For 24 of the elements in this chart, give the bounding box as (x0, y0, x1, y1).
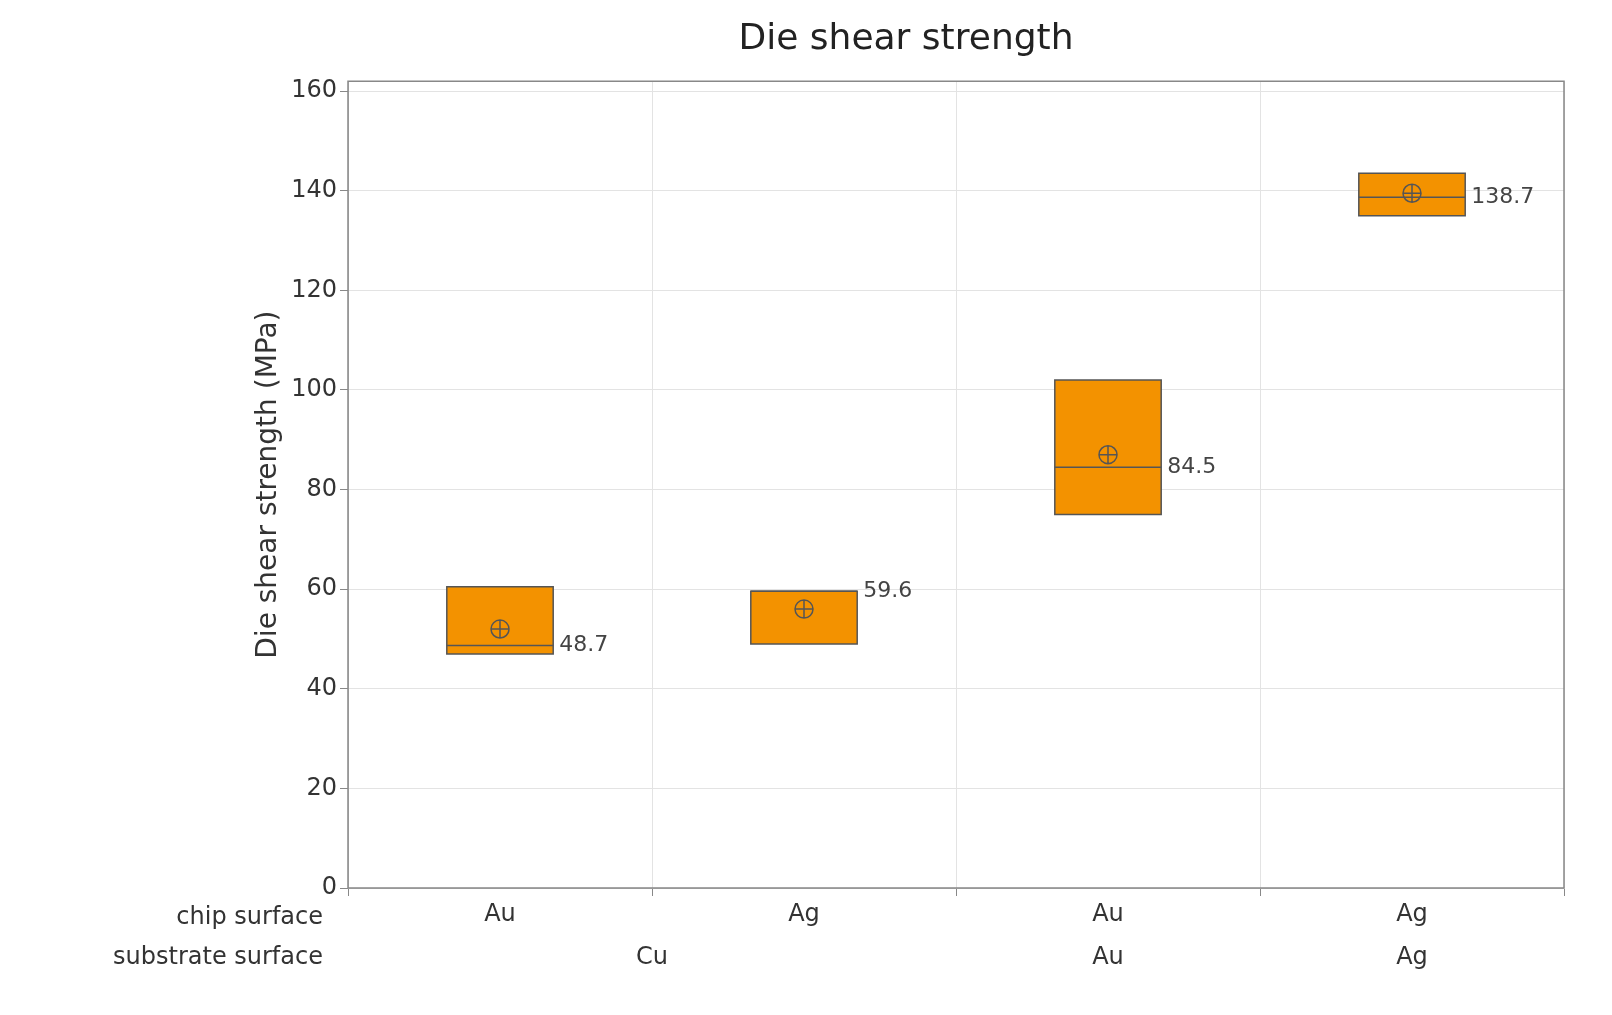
text: substrate surface (113, 942, 323, 971)
text: 84.5 (1167, 452, 1217, 478)
y-tick-label: 140 (291, 175, 337, 203)
y-tick-label: 40 (306, 673, 337, 702)
text: Ag (1396, 942, 1428, 971)
y-tick-label: 60 (306, 573, 337, 602)
x-tick-label: Au (484, 898, 516, 927)
text: 138.7 (1471, 182, 1535, 208)
y-axis-title: Die shear strength (MPa) (250, 310, 284, 659)
y-tick-label: 0 (321, 872, 337, 901)
text: 59.6 (863, 576, 913, 602)
y-tick-label: 100 (291, 374, 337, 403)
text: 48.7 (559, 631, 609, 657)
x-tick-label: Au (1092, 898, 1124, 927)
x-tick-label: Ag (1396, 898, 1428, 927)
text: Au (1092, 942, 1124, 971)
text: chip surface (176, 902, 323, 931)
chart-title: Die shear strength (738, 15, 1074, 57)
y-tick-label: 160 (291, 75, 337, 104)
y-tick-label: 80 (306, 473, 337, 502)
x-tick-label: Ag (788, 898, 820, 927)
y-tick-label: 20 (306, 772, 337, 801)
text: Cu (636, 942, 668, 971)
y-tick-label: 120 (291, 274, 337, 303)
